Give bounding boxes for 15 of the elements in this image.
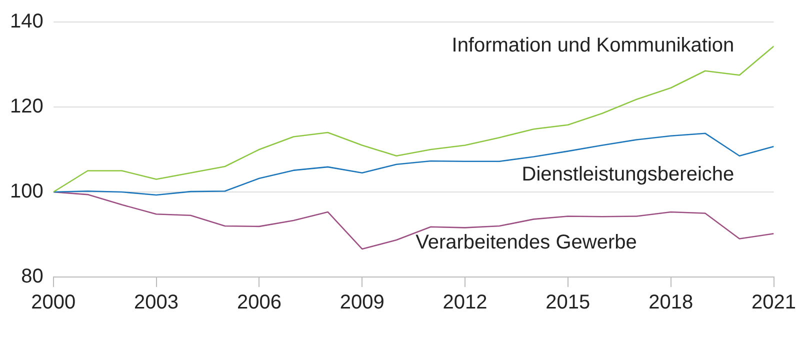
x-tick-label: 2006	[236, 292, 282, 314]
x-tick-label: 2000	[31, 292, 76, 314]
y-tick-label: 120	[10, 96, 44, 118]
x-tick-label: 2018	[648, 292, 694, 314]
x-tick-label: 2003	[134, 292, 179, 314]
x-tick-label: 2015	[546, 292, 590, 314]
x-tick-label: 2009	[340, 292, 384, 314]
y-tick-label: 100	[10, 180, 44, 203]
series-label: Verarbeitendes Gewerbe	[416, 232, 637, 254]
x-tick-label: 2021	[752, 292, 796, 314]
x-tick-label: 2012	[442, 292, 488, 314]
series-label: Information und Kommunikation	[452, 34, 734, 57]
series-label: Dienstleistungsbereiche	[522, 164, 734, 186]
y-tick-label: 80	[21, 266, 44, 288]
y-tick-label: 140	[10, 10, 44, 33]
